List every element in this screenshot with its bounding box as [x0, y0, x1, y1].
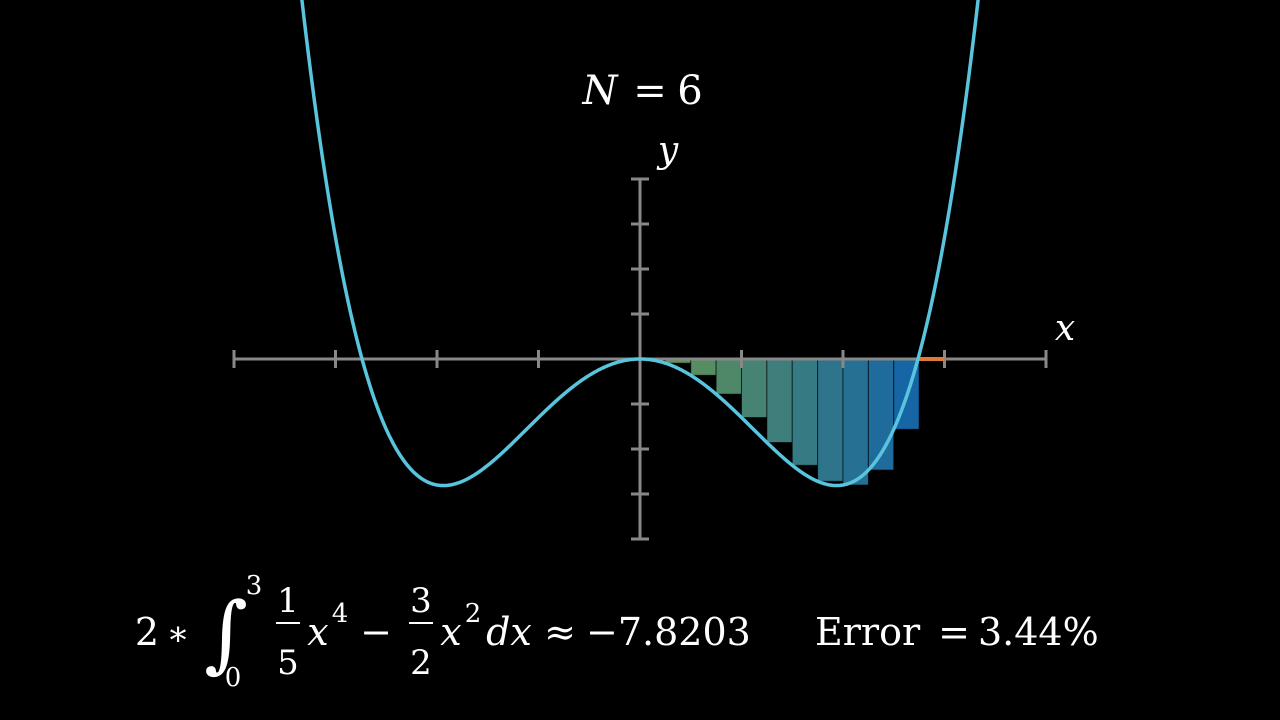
header: N = 6 [582, 68, 703, 114]
riemann-rect [690, 358, 717, 376]
riemann-rect [817, 358, 844, 482]
formula-var2: x [440, 610, 461, 654]
y-axis-label: y [656, 130, 679, 171]
error-readout: Error = 3.44% [815, 610, 1099, 654]
formula-approx: ≈ [544, 610, 576, 654]
fraction2-numerator: 3 [410, 581, 432, 621]
fraction1-numerator: 1 [277, 581, 299, 621]
fraction1-denominator: 5 [277, 643, 299, 683]
integral-lower-bound: 0 [225, 663, 242, 693]
error-label: Error [815, 610, 921, 654]
error-value: 3.44% [978, 610, 1099, 654]
x-ticks [232, 350, 1048, 368]
error-equals: = [938, 610, 970, 654]
formula-times: ∗ [166, 614, 189, 654]
riemann-rect [842, 358, 869, 486]
riemann-rectangles [639, 358, 920, 486]
formula-exponent2: 2 [465, 599, 482, 629]
riemann-rect [791, 358, 819, 466]
formula-exponent1: 4 [332, 599, 349, 629]
formula-dx: dx [486, 610, 532, 654]
fraction2-denominator: 2 [410, 643, 432, 683]
y-ticks [631, 177, 649, 541]
formula-result: −7.8203 [586, 610, 751, 654]
function-curve [300, 0, 980, 488]
x-axis-label: x [1055, 308, 1075, 349]
n-value: 6 [677, 68, 702, 114]
integral-sign: ∫ [204, 584, 248, 682]
integral-upper-bound: 3 [246, 571, 263, 601]
n-variable: N [582, 68, 620, 114]
formula-var1: x [307, 610, 328, 654]
riemann-rect [766, 358, 793, 443]
formula-minus: − [360, 610, 392, 654]
integral-formula: 2 ∗ ∫ 3 0 1 5 x 4 − 3 2 x 2 dx ≈ −7.8203 [135, 571, 751, 693]
formula-coefficient: 2 [135, 610, 159, 654]
riemann-rect [741, 358, 768, 418]
n-equals: = [633, 68, 667, 114]
riemann-rect [715, 358, 742, 395]
